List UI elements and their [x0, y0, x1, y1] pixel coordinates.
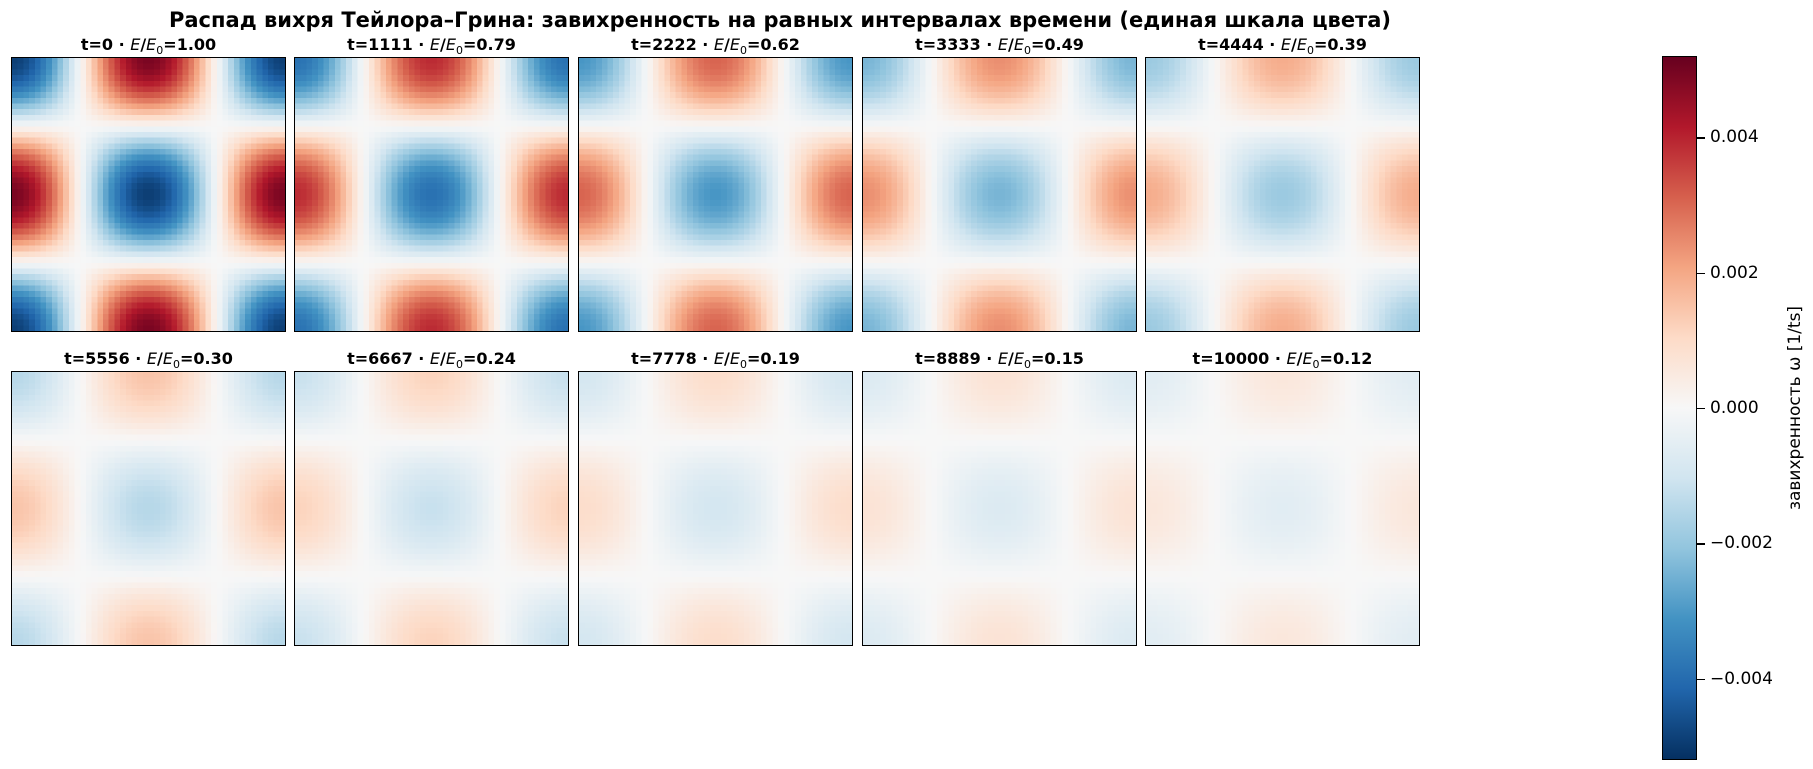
- panel-title: t=2222 · E/E0=0.62: [578, 35, 853, 57]
- panel-title: t=5556 · E/E0=0.30: [11, 349, 286, 371]
- vorticity-heatmap-panel: [578, 371, 853, 646]
- vorticity-field: [579, 372, 852, 645]
- vorticity-heatmap-panel: [294, 371, 569, 646]
- colorbar: [1662, 56, 1697, 760]
- panel-time: t=7778: [631, 349, 697, 368]
- vorticity-heatmap-panel: [11, 371, 286, 646]
- panel-energy-ratio: 1.00: [177, 35, 216, 54]
- vorticity-heatmap-panel: [1145, 57, 1420, 332]
- colorbar-tick-label: 0.004: [1710, 127, 1759, 147]
- vorticity-field: [12, 58, 285, 331]
- colorbar-tick-mark: [1697, 272, 1705, 274]
- colorbar-gradient: [1663, 57, 1696, 759]
- panel-time: t=6667: [347, 349, 413, 368]
- panel-title: t=7778 · E/E0=0.19: [578, 349, 853, 371]
- vorticity-field: [863, 58, 1136, 331]
- vorticity-field: [863, 372, 1136, 645]
- colorbar-tick-mark: [1697, 678, 1705, 681]
- vorticity-heatmap-panel: [862, 371, 1137, 646]
- vorticity-heatmap-panel: [1145, 371, 1420, 646]
- vorticity-field: [295, 372, 568, 645]
- vorticity-heatmap-panel: [11, 57, 286, 332]
- colorbar-tick-label: −0.002: [1710, 533, 1773, 553]
- colorbar-tick-label: 0.000: [1710, 398, 1759, 418]
- panel-energy-ratio: 0.30: [193, 349, 232, 368]
- vorticity-field: [579, 58, 852, 331]
- panel-title: t=10000 · E/E0=0.12: [1145, 349, 1420, 371]
- panel-time: t=2222: [631, 35, 697, 54]
- panel-energy-ratio: 0.19: [760, 349, 799, 368]
- panel-time: t=8889: [915, 349, 981, 368]
- panel-time: t=10000: [1193, 349, 1270, 368]
- figure-title: Распад вихря Тейлора–Грина: завихренност…: [0, 8, 1560, 32]
- colorbar-label: завихренность ω [1/ts]: [1785, 306, 1805, 510]
- panel-energy-ratio: 0.62: [760, 35, 799, 54]
- panel-time: t=4444: [1198, 35, 1264, 54]
- panel-title: t=8889 · E/E0=0.15: [862, 349, 1137, 371]
- panel-title: t=3333 · E/E0=0.49: [862, 35, 1137, 57]
- vorticity-heatmap-panel: [862, 57, 1137, 332]
- colorbar-tick-mark: [1697, 543, 1705, 545]
- panel-title: t=6667 · E/E0=0.24: [294, 349, 569, 371]
- vorticity-field: [1146, 58, 1419, 331]
- vorticity-field: [1146, 372, 1419, 645]
- colorbar-tick-label: 0.002: [1710, 263, 1759, 283]
- panel-energy-ratio: 0.39: [1327, 35, 1366, 54]
- panel-time: t=0: [81, 35, 113, 54]
- panel-title: t=4444 · E/E0=0.39: [1145, 35, 1420, 57]
- panel-energy-ratio: 0.24: [476, 349, 515, 368]
- vorticity-heatmap-panel: [578, 57, 853, 332]
- panel-energy-ratio: 0.12: [1333, 349, 1372, 368]
- panel-time: t=3333: [915, 35, 981, 54]
- panel-energy-ratio: 0.49: [1044, 35, 1083, 54]
- vorticity-heatmap-panel: [294, 57, 569, 332]
- panel-title: t=0 · E/E0=1.00: [11, 35, 286, 57]
- colorbar-tick-mark: [1697, 408, 1705, 410]
- panel-energy-ratio: 0.79: [476, 35, 515, 54]
- vorticity-field: [12, 372, 285, 645]
- panel-time: t=5556: [64, 349, 130, 368]
- panel-title: t=1111 · E/E0=0.79: [294, 35, 569, 57]
- vorticity-field: [295, 58, 568, 331]
- panel-energy-ratio: 0.15: [1044, 349, 1083, 368]
- colorbar-tick-mark: [1697, 137, 1705, 139]
- colorbar-tick-label: −0.004: [1710, 669, 1773, 689]
- panel-time: t=1111: [347, 35, 413, 54]
